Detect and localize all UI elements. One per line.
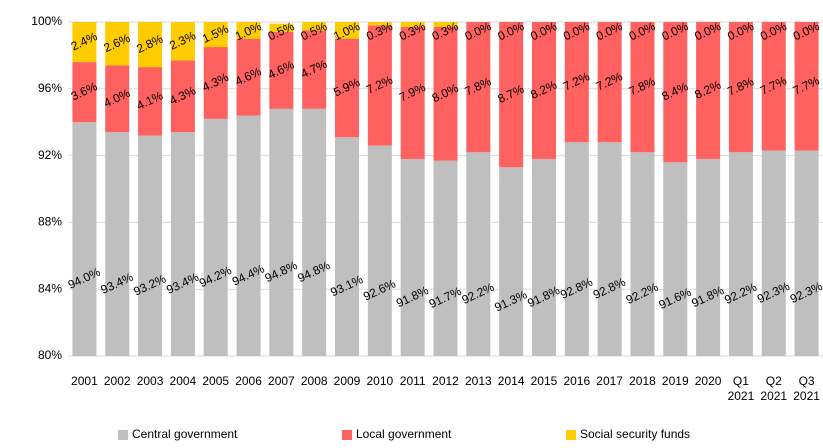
x-tick-label: Q1 2021 (728, 374, 755, 403)
bar-segment (531, 22, 556, 159)
bar-segment (564, 142, 589, 356)
bar-segment (269, 108, 294, 356)
bar-segment (170, 22, 195, 61)
bar-segment (105, 22, 130, 66)
bar-segment (728, 152, 753, 356)
bar-segment (72, 62, 97, 123)
x-tick-label: 2016 (563, 374, 590, 388)
bar-segment (728, 22, 753, 153)
bar-segment (630, 152, 655, 356)
bar-segment (597, 22, 622, 143)
bar-segment (335, 22, 360, 39)
bar-segment (466, 22, 491, 153)
x-tick-label: 2009 (334, 374, 361, 388)
x-tick-label: 2018 (629, 374, 656, 388)
x-tick-label: 2007 (268, 374, 295, 388)
bar-segment (170, 132, 195, 356)
bar-segment (367, 22, 392, 26)
x-tick-label: 2011 (400, 374, 426, 388)
bar-segment (335, 38, 360, 138)
bar-segment (433, 160, 458, 356)
x-tick-label: 2013 (465, 374, 492, 388)
bar-segment (794, 150, 819, 356)
bar-segment (400, 158, 425, 356)
bar-segment (105, 65, 130, 133)
bar-segment (269, 23, 294, 33)
y-tick-label: 84% (38, 281, 62, 295)
x-tick-label: 2015 (531, 374, 558, 388)
bar-segment (794, 22, 819, 151)
bar-segment (663, 162, 688, 356)
bar-segment (269, 32, 294, 109)
y-tick-label: 100% (31, 14, 62, 28)
x-tick-label: 2017 (596, 374, 623, 388)
y-tick-label: 96% (38, 81, 62, 95)
legend-label: Social security funds (580, 427, 690, 441)
bar-segment (138, 135, 163, 356)
bar-segment (302, 108, 327, 356)
x-tick-label: 2020 (695, 374, 722, 388)
legend-label: Local government (356, 427, 452, 441)
bar-segment (433, 22, 458, 28)
bar-segment (433, 27, 458, 161)
x-tick-label: 2006 (235, 374, 262, 388)
x-tick-label: 2019 (662, 374, 689, 388)
y-tick-label: 80% (38, 348, 62, 362)
bar-segment (203, 47, 228, 119)
x-tick-label: 2012 (432, 374, 459, 388)
bar-segment (367, 25, 392, 146)
bar-segment (170, 60, 195, 133)
bar-segment (72, 122, 97, 356)
bar-segment (367, 145, 392, 356)
bar-segment (564, 22, 589, 143)
bar-segment (400, 27, 425, 159)
bar-segment (335, 137, 360, 356)
x-tick-label: 2004 (170, 374, 197, 388)
x-tick-label: 2014 (498, 374, 525, 388)
x-tick-label: Q3 2021 (793, 374, 820, 403)
bar-segment (663, 22, 688, 163)
bar-segment (302, 30, 327, 109)
x-tick-label: 2008 (301, 374, 328, 388)
bar-segment (630, 22, 655, 153)
bar-segment (696, 22, 721, 159)
bar-segment (236, 115, 261, 356)
bar-segment (761, 150, 786, 356)
bar-segment (236, 22, 261, 39)
x-tick-label: 2002 (104, 374, 131, 388)
legend-swatch (342, 430, 352, 440)
bar-segment (302, 22, 327, 31)
x-tick-label: 2003 (137, 374, 164, 388)
x-tick-label: 2005 (202, 374, 229, 388)
x-tick-label: Q2 2021 (760, 374, 787, 403)
legend-label: Central government (132, 427, 238, 441)
bar-segment (105, 132, 130, 356)
x-tick-label: 2001 (71, 374, 98, 388)
x-tick-label: 2010 (366, 374, 393, 388)
bar-segment (72, 22, 97, 63)
bar-segment (203, 118, 228, 356)
bar-segment (400, 22, 425, 28)
y-tick-label: 92% (38, 148, 62, 162)
y-tick-label: 88% (38, 215, 62, 229)
bar-segment (499, 167, 524, 356)
bar-segment (597, 142, 622, 356)
bar-segment (761, 22, 786, 151)
bar-segment (531, 158, 556, 356)
bar-segment (138, 22, 163, 68)
legend-swatch (566, 430, 576, 440)
bars (72, 22, 819, 356)
bar-segment (203, 22, 228, 48)
legend-swatch (118, 430, 128, 440)
bar-segment (499, 22, 524, 168)
bar-segment (138, 67, 163, 136)
bar-segment (696, 158, 721, 356)
bar-segment (466, 152, 491, 356)
bar-segment (236, 38, 261, 116)
